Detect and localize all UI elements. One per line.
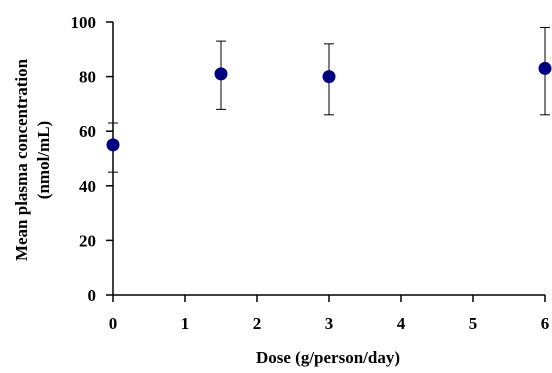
data-point [106,138,120,152]
x-tick-label: 4 [397,314,406,333]
data-points [106,61,552,152]
data-point [322,70,336,84]
y-tick-label: 0 [88,286,97,305]
data-point [538,61,552,75]
x-ticks: 0 1 2 3 4 5 6 [109,295,550,333]
x-tick-label: 0 [109,314,118,333]
data-point [214,67,228,81]
x-axis-title: Dose (g/person/day) [256,348,400,367]
y-tick-label: 80 [79,68,96,87]
x-tick-label: 5 [469,314,478,333]
y-tick-label: 20 [79,231,96,250]
y-tick-label: 40 [79,177,96,196]
error-bars [108,26,550,173]
y-ticks: 0 20 40 60 80 100 [71,13,113,305]
x-tick-label: 1 [181,314,190,333]
x-tick-label: 2 [253,314,262,333]
y-axis-title-line-1: Mean plasma concentration [12,58,31,261]
y-axis-title: Mean plasma concentration (nmol/mL) [12,58,53,261]
y-axis-title-line-2: (nmol/mL) [34,121,53,199]
x-tick-label: 3 [325,314,334,333]
y-tick-label: 100 [71,13,97,32]
x-tick-label: 6 [541,314,550,333]
y-tick-label: 60 [79,122,96,141]
